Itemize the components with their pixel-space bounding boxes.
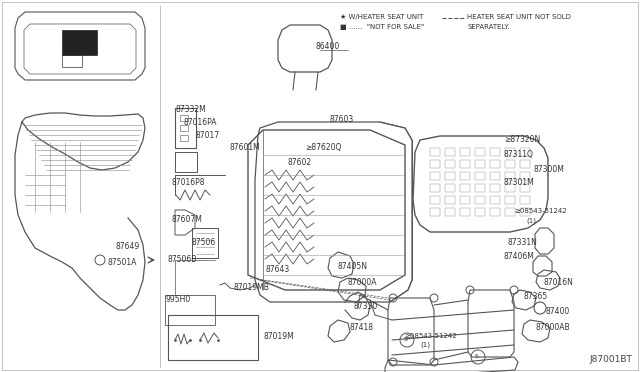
Bar (460, 172, 470, 180)
Text: 87000AB: 87000AB (535, 323, 570, 332)
Bar (445, 208, 455, 216)
Text: ≥87620Q: ≥87620Q (305, 143, 341, 152)
Bar (505, 208, 515, 216)
Bar (520, 148, 530, 156)
Text: 87300M: 87300M (534, 165, 565, 174)
Text: ★ W/HEATER SEAT UNIT: ★ W/HEATER SEAT UNIT (340, 14, 424, 20)
Text: 87330: 87330 (354, 302, 378, 311)
Text: 87602: 87602 (287, 158, 311, 167)
Text: (1): (1) (420, 342, 430, 349)
Text: 87607M: 87607M (172, 215, 203, 224)
Bar (62, 55, 82, 67)
Bar (445, 148, 455, 156)
Text: 87418: 87418 (350, 323, 374, 332)
Bar (445, 184, 455, 192)
Bar (445, 160, 455, 168)
Bar (430, 196, 440, 204)
Bar (490, 196, 500, 204)
Bar (430, 184, 440, 192)
Text: 87601M: 87601M (229, 143, 260, 152)
Text: 87643: 87643 (266, 265, 291, 274)
Text: 87311Q: 87311Q (504, 150, 534, 159)
Text: 87506B: 87506B (167, 255, 196, 264)
Bar (180, 125, 188, 131)
Bar (520, 172, 530, 180)
Text: 87016P8: 87016P8 (172, 178, 205, 187)
Text: 87017: 87017 (195, 131, 219, 140)
Text: S: S (404, 337, 408, 342)
Text: (1): (1) (526, 218, 536, 224)
Bar (475, 172, 485, 180)
Text: 87332M: 87332M (175, 105, 205, 114)
Text: 87649: 87649 (115, 242, 140, 251)
Bar (430, 172, 440, 180)
Text: 87603: 87603 (330, 115, 355, 124)
Bar (475, 208, 485, 216)
Bar (62, 30, 97, 55)
Text: J87001BT: J87001BT (589, 355, 632, 364)
Text: ≥08543-51242: ≥08543-51242 (514, 208, 566, 214)
Bar (520, 184, 530, 192)
Bar (460, 148, 470, 156)
Bar (505, 196, 515, 204)
Text: 87406M: 87406M (504, 252, 535, 261)
Bar (460, 196, 470, 204)
Text: 87405N: 87405N (338, 262, 368, 271)
Text: 87019M: 87019M (263, 332, 294, 341)
Bar (165, 295, 215, 325)
Text: 87016N: 87016N (543, 278, 573, 287)
Text: ≥08543-51242: ≥08543-51242 (404, 333, 456, 339)
Bar (180, 135, 188, 141)
Bar (445, 196, 455, 204)
Bar (490, 160, 500, 168)
Text: 86400: 86400 (315, 42, 339, 51)
Text: 87506: 87506 (192, 238, 216, 247)
Bar (505, 184, 515, 192)
Bar (505, 172, 515, 180)
Text: 995H0: 995H0 (165, 295, 190, 304)
Text: 87301M: 87301M (504, 178, 535, 187)
Bar (490, 148, 500, 156)
Bar (505, 148, 515, 156)
Bar (490, 208, 500, 216)
Bar (490, 184, 500, 192)
Text: 87016PA: 87016PA (183, 118, 216, 127)
Bar (520, 208, 530, 216)
Bar (445, 172, 455, 180)
Text: 87365: 87365 (524, 292, 548, 301)
Bar (460, 160, 470, 168)
Bar (180, 115, 188, 121)
Text: SEPARATELY.: SEPARATELY. (467, 24, 509, 30)
Text: HEATER SEAT UNIT NOT SOLD: HEATER SEAT UNIT NOT SOLD (467, 14, 571, 20)
Bar (475, 184, 485, 192)
Bar (505, 160, 515, 168)
Bar (430, 160, 440, 168)
Text: 87501A: 87501A (107, 258, 136, 267)
Bar (430, 148, 440, 156)
Text: 87400: 87400 (546, 307, 570, 316)
Bar (475, 148, 485, 156)
Bar (475, 160, 485, 168)
Text: ≥87320N: ≥87320N (504, 135, 540, 144)
Bar (475, 196, 485, 204)
Bar (520, 160, 530, 168)
Bar (168, 315, 258, 360)
Bar (430, 208, 440, 216)
Bar (460, 208, 470, 216)
Text: S: S (475, 354, 479, 359)
Bar (175, 152, 197, 172)
Bar (460, 184, 470, 192)
Text: ■ ......  "NOT FOR SALE": ■ ...... "NOT FOR SALE" (340, 24, 424, 30)
Bar (520, 196, 530, 204)
Text: 87000A: 87000A (348, 278, 378, 287)
Text: 87331N: 87331N (507, 238, 537, 247)
Bar (490, 172, 500, 180)
Text: 87019MB: 87019MB (233, 283, 269, 292)
